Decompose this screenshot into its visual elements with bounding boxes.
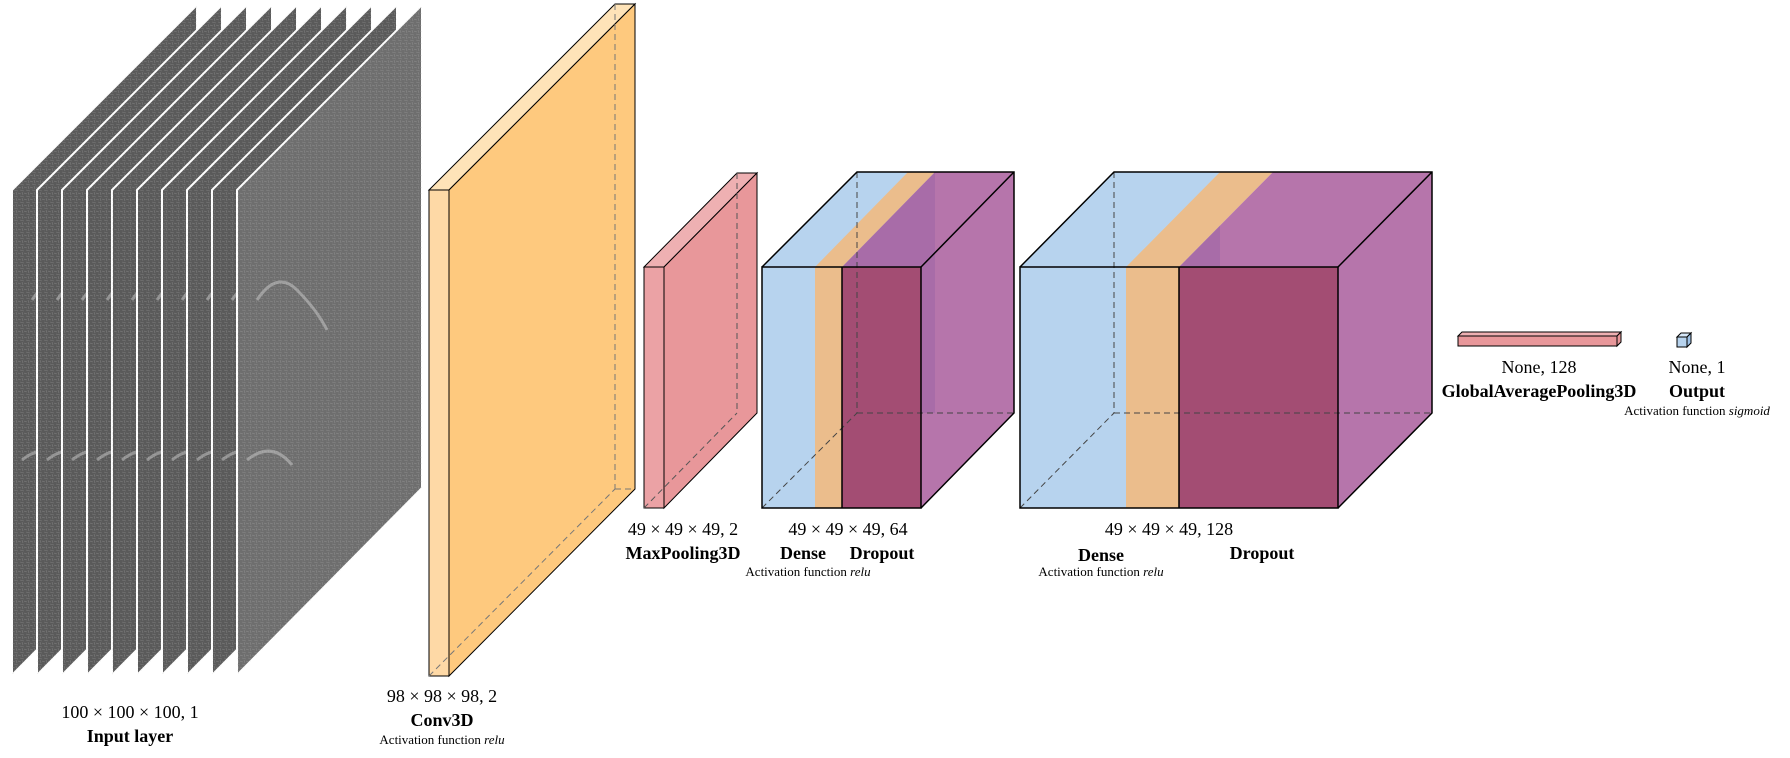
block128-activation-label: Activation function relu <box>1038 564 1164 579</box>
gap-dims-label: None, 128 <box>1501 357 1577 377</box>
conv3d-activation-label: Activation function relu <box>379 732 505 747</box>
dense-band-128 <box>1126 172 1273 267</box>
gap-name-label: GlobalAveragePooling3D <box>1441 381 1637 401</box>
input-slice-texture <box>237 5 422 675</box>
gap-block <box>1456 330 1623 348</box>
output-block <box>1675 331 1693 349</box>
input-name-label: Input layer <box>86 726 174 746</box>
dense-band-64 <box>815 172 935 267</box>
dropout-front-128 <box>1179 267 1338 508</box>
output-activation-label: Activation function sigmoid <box>1624 403 1770 418</box>
block64-dropout-label: Dropout <box>849 543 915 563</box>
block64-dims-label: 49 × 49 × 49, 64 <box>788 519 908 539</box>
maxpool-side-face <box>663 171 758 510</box>
conv3d-side-face <box>448 2 636 678</box>
dense-dropout-block-128 <box>1019 171 1433 509</box>
dropout-side-128 <box>1338 172 1432 508</box>
dropout-side-64 <box>921 172 1014 508</box>
maxpool-dims-label: 49 × 49 × 49, 2 <box>627 519 739 539</box>
dropout-front-64 <box>842 267 921 508</box>
maxpool-front-face <box>643 266 665 509</box>
dense-dropout-block-64 <box>761 171 1015 509</box>
input-dims-label: 100 × 100 × 100, 1 <box>61 702 199 722</box>
output-name-label: Output <box>1668 381 1726 401</box>
conv3d-name-label: Conv3D <box>410 710 474 730</box>
conv3d-dims-label: 98 × 98 × 98, 2 <box>386 686 498 706</box>
maxpool-name-label: MaxPooling3D <box>625 543 741 563</box>
block128-dense-label: Dense <box>1078 545 1124 565</box>
input-layer-slices <box>11 2 423 678</box>
maxpool-block <box>642 171 759 510</box>
conv3d-block <box>427 2 637 678</box>
output-dims-label: None, 1 <box>1668 357 1726 377</box>
dropout-top-128 <box>1179 172 1432 267</box>
block128-dims-label: 49 × 49 × 49, 128 <box>1104 519 1234 539</box>
dropout-top-64 <box>842 172 1014 267</box>
input-slice-streak <box>246 280 329 466</box>
block64-activation-label: Activation function relu <box>745 564 871 579</box>
block64-dense-label: Dense <box>780 543 826 563</box>
conv3d-front-face <box>428 189 450 677</box>
block128-dropout-label: Dropout <box>1229 543 1295 563</box>
